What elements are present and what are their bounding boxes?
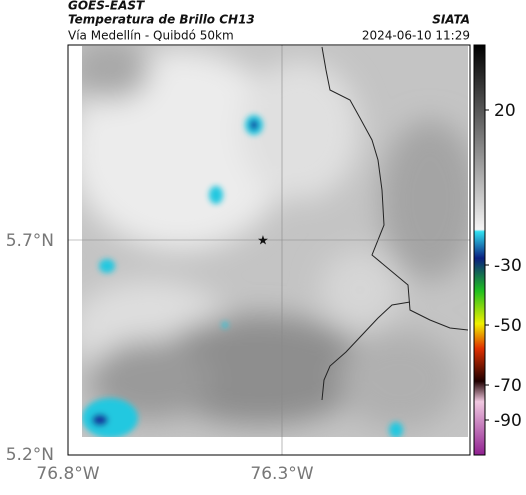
colorbar-label: -30 [494, 256, 522, 276]
timestamp: 2024-06-10 11:29 [362, 29, 470, 43]
lon-label: 76.3°W [250, 464, 313, 484]
colorbar-label: -70 [494, 376, 522, 396]
source: GOES-EAST [68, 0, 145, 13]
colorbar [473, 44, 486, 456]
lat-label: 5.2°N [6, 445, 54, 465]
title: Temperatura de Brillo CH13 [68, 13, 255, 27]
colorbar-label: -90 [494, 411, 522, 431]
colorbar-label: 20 [494, 101, 516, 121]
agency: SIATA [432, 13, 470, 27]
satellite-image [82, 46, 468, 437]
map-frame [67, 44, 471, 456]
route: Vía Medellín - Quibdó 50km [68, 29, 234, 43]
location-marker: ★ [257, 234, 269, 249]
lat-label: 5.7°N [6, 231, 54, 251]
colorbar-label: -50 [494, 316, 522, 336]
lon-label: 76.8°W [36, 464, 99, 484]
